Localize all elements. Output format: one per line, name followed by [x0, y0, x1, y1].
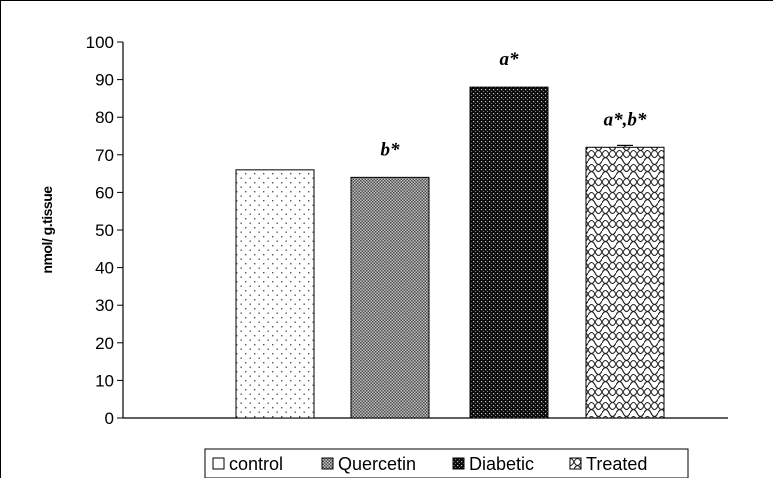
legend-swatch-quercetin: [321, 457, 334, 470]
bar-quercetin: [350, 176, 430, 419]
y-axis-label: nmol/ g.tissue: [39, 186, 55, 274]
annotation-diabetic: a*: [500, 49, 520, 70]
legend: control Quercetin Diabetic Treated: [204, 448, 689, 479]
annotations-group: b* a* a*,b*: [381, 49, 647, 160]
legend-swatch-treated: [569, 457, 582, 470]
annotation-quercetin: b*: [381, 139, 401, 160]
legend-swatch-diabetic: [452, 457, 465, 470]
legend-label-quercetin: Quercetin: [338, 454, 416, 474]
y-tick-label: 100: [86, 33, 114, 52]
bars-group: [235, 86, 665, 419]
y-tick-label: 90: [95, 71, 114, 90]
y-tick-label: 10: [95, 371, 114, 390]
annotation-treated: a*,b*: [604, 109, 647, 130]
y-tick-label: 0: [105, 409, 114, 428]
y-tick-label: 20: [95, 334, 114, 353]
y-tick-label: 50: [95, 221, 114, 240]
legend-label-treated: Treated: [586, 454, 647, 474]
y-tick-label: 60: [95, 183, 114, 202]
y-tick-label: 40: [95, 259, 114, 278]
legend-box: [204, 448, 689, 479]
legend-label-control: control: [229, 454, 283, 474]
y-tick-label: 70: [95, 146, 114, 165]
bar-treated: [585, 146, 665, 419]
y-tick-label: 30: [95, 296, 114, 315]
bar-diabetic: [469, 86, 549, 419]
legend-swatch-control: [212, 457, 225, 470]
bar-control: [235, 169, 315, 419]
y-tick-label: 80: [95, 108, 114, 127]
axes: 0 10 20 30 40 50 60 70 80 90 100: [86, 33, 728, 428]
legend-label-diabetic: Diabetic: [469, 454, 534, 474]
